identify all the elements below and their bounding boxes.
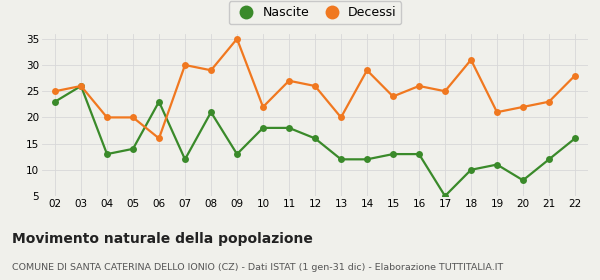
Nascite: [181, 158, 188, 161]
Decessi: [52, 90, 59, 93]
Nascite: [77, 84, 85, 88]
Nascite: [286, 126, 293, 130]
Decessi: [442, 90, 449, 93]
Nascite: [311, 137, 319, 140]
Nascite: [520, 179, 527, 182]
Nascite: [442, 194, 449, 198]
Line: Decessi: Decessi: [52, 35, 578, 142]
Nascite: [389, 152, 397, 156]
Decessi: [545, 100, 553, 103]
Decessi: [130, 116, 137, 119]
Decessi: [467, 58, 475, 62]
Legend: Nascite, Decessi: Nascite, Decessi: [229, 1, 401, 24]
Nascite: [130, 147, 137, 151]
Nascite: [233, 152, 241, 156]
Text: COMUNE DI SANTA CATERINA DELLO IONIO (CZ) - Dati ISTAT (1 gen-31 dic) - Elaboraz: COMUNE DI SANTA CATERINA DELLO IONIO (CZ…: [12, 263, 503, 272]
Decessi: [364, 69, 371, 72]
Decessi: [520, 105, 527, 109]
Decessi: [233, 37, 241, 41]
Nascite: [259, 126, 266, 130]
Nascite: [208, 111, 215, 114]
Text: Movimento naturale della popolazione: Movimento naturale della popolazione: [12, 232, 313, 246]
Decessi: [259, 105, 266, 109]
Nascite: [52, 100, 59, 103]
Decessi: [181, 63, 188, 67]
Decessi: [208, 69, 215, 72]
Decessi: [311, 84, 319, 88]
Line: Nascite: Nascite: [52, 83, 578, 199]
Decessi: [286, 79, 293, 82]
Decessi: [77, 84, 85, 88]
Decessi: [103, 116, 110, 119]
Nascite: [337, 158, 344, 161]
Decessi: [337, 116, 344, 119]
Nascite: [467, 168, 475, 171]
Decessi: [415, 84, 422, 88]
Nascite: [155, 100, 163, 103]
Nascite: [545, 158, 553, 161]
Nascite: [415, 152, 422, 156]
Nascite: [364, 158, 371, 161]
Nascite: [103, 152, 110, 156]
Decessi: [155, 137, 163, 140]
Decessi: [571, 74, 578, 77]
Decessi: [389, 95, 397, 98]
Decessi: [493, 111, 500, 114]
Nascite: [493, 163, 500, 166]
Nascite: [571, 137, 578, 140]
